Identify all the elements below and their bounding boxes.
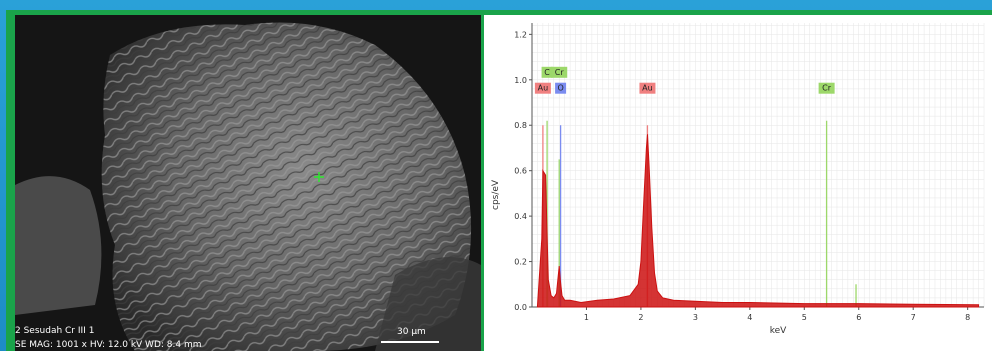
scale-bar-label: 30 µm [397,327,426,337]
element-label: C [544,68,550,77]
y-tick-label: 0.6 [514,167,527,176]
sem-micrograph: 2 Sesudah Cr III 1 SE MAG: 1001 x HV: 12… [15,15,481,351]
element-label: Cr [822,84,832,93]
x-tick-label: 7 [911,313,916,322]
element-label-box [541,66,553,78]
tick-labels: 0.0 0.2 0.4 0.6 0.8 1.0 1.2 1 2 3 4 5 6 7 8 [514,30,970,322]
element-label-box [818,82,835,94]
element-label-box [534,82,551,94]
element-label: Cr [555,68,565,77]
element-label: Au [538,84,549,93]
sem-caption-line1: 2 Sesudah Cr III 1 [15,326,95,336]
x-tick-label: 2 [638,313,643,322]
x-tick-label: 8 [965,313,970,322]
y-tick-label: 1.2 [514,30,527,39]
sem-image [15,15,481,351]
y-tick-label: 0.0 [514,303,527,312]
spectrum-area [536,134,980,308]
element-label-box [551,66,568,78]
x-tick-label: 1 [584,313,589,322]
y-tick-label: 0.4 [514,212,527,221]
element-label-box [639,82,656,94]
analysis-point-marker [314,172,324,182]
sem-caption-line2: SE MAG: 1001 x HV: 12.0 kV WD: 8.4 mm [15,340,202,350]
element-label: O [557,84,563,93]
y-tick-label: 0.8 [514,121,527,130]
chart-grid [531,23,985,308]
edx-spectrum-chart: C Cr Au O Au Cr 0.0 0.2 0.4 0.6 0.8 1.0 1.2 1 2 3 4 5 6 7 8… [484,15,992,351]
y-tick-label: 1.0 [514,76,527,85]
x-tick-label: 6 [856,313,861,322]
x-tick-label: 3 [693,313,698,322]
y-tick-label: 0.2 [514,258,527,267]
x-tick-label: 4 [747,313,752,322]
element-label: Au [642,84,653,93]
x-axis-title: keV [770,326,787,336]
spectrum-svg: C Cr Au O Au Cr 0.0 0.2 0.4 0.6 0.8 1.0 1.2 1 2 3 4 5 6 7 8… [491,23,985,336]
element-label-box [555,82,567,94]
x-tick-label: 5 [802,313,807,322]
spectrum-series [536,134,980,308]
y-axis-title: cps/eV [491,179,501,210]
